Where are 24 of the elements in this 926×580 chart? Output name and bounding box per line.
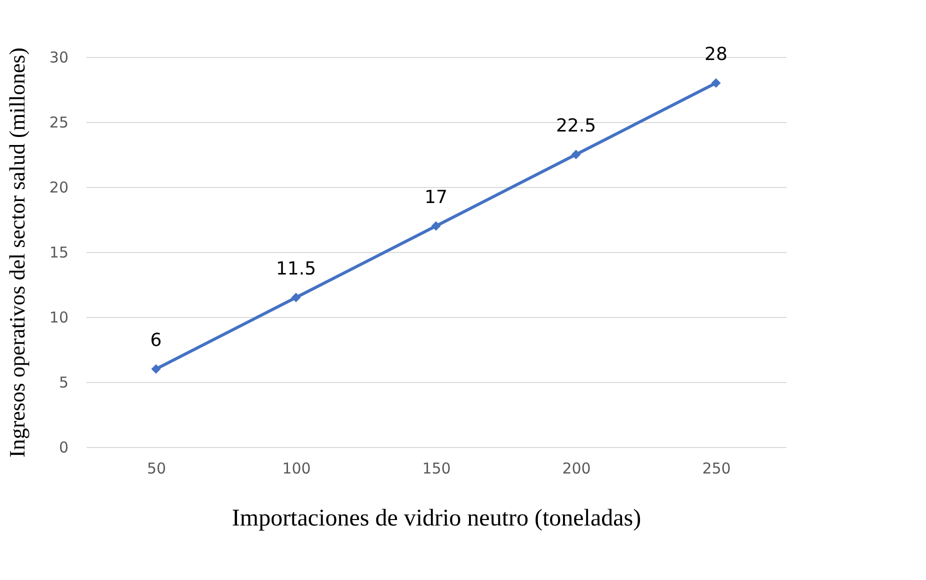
x-tick-label: 250 xyxy=(702,460,731,478)
y-tick-label: 15 xyxy=(49,244,68,262)
data-label: 11.5 xyxy=(276,258,316,280)
x-axis-title: Importaciones de vidrio neutro (toneladas) xyxy=(232,506,642,532)
y-axis-title: Ingresos operativos del sector salud (millones) xyxy=(4,48,30,458)
x-tick-label: 100 xyxy=(282,460,311,478)
y-tick-label: 30 xyxy=(49,48,68,66)
point xyxy=(571,150,581,160)
data-label: 17 xyxy=(424,187,448,208)
data-label: 22.5 xyxy=(556,116,596,136)
y-tick-label: 10 xyxy=(49,308,68,326)
point xyxy=(431,221,441,231)
y-tick-label: 5 xyxy=(58,374,68,392)
x-tick-label: 200 xyxy=(562,460,591,478)
point xyxy=(711,78,721,88)
x-tick-label: 150 xyxy=(422,460,451,478)
point xyxy=(151,364,161,374)
x-tick-label: 50 xyxy=(146,460,166,478)
data-label: 6 xyxy=(150,330,162,351)
y-tick-label: 20 xyxy=(49,178,68,196)
y-tick-label: 25 xyxy=(49,114,68,132)
point xyxy=(291,292,301,302)
data-label: 28 xyxy=(704,44,728,65)
y-tick-label: 0 xyxy=(58,438,68,456)
